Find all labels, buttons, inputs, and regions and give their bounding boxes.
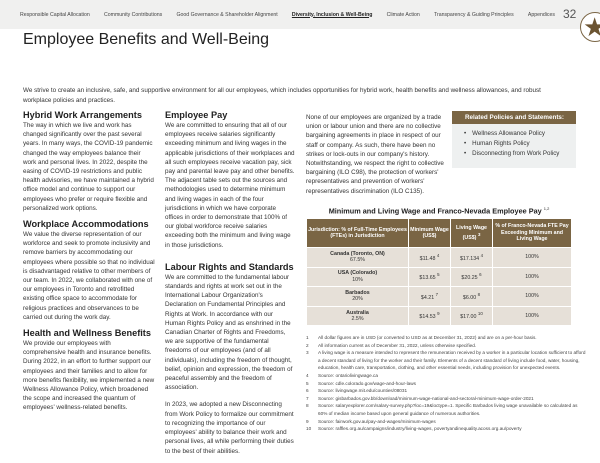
- minimum-wage-cell: $13.65 5: [408, 266, 451, 288]
- nav-item[interactable]: Climate Action: [386, 11, 420, 18]
- footnote: 1 All dollar figures are in USD (or conve…: [306, 335, 537, 340]
- exceed-cell: 100%: [492, 305, 572, 327]
- related-policies-box: Related Policies and Statements: Wellnes…: [452, 111, 576, 168]
- table-title-text: Minimum and Living Wage and Franco-Nevad…: [328, 206, 542, 216]
- footnote: 8 Source: salaryexplorer.com/salary-surve…: [306, 403, 578, 416]
- exceed-cell: 100%: [492, 247, 572, 268]
- footnote: 7 Source: gisbarbados.gov.bb/download/min…: [306, 395, 534, 401]
- minimum-wage-cell: $11.48 4: [408, 247, 451, 268]
- page-number: 32: [563, 7, 577, 21]
- related-policy-link[interactable]: Wellness Allowance Policy: [464, 129, 576, 139]
- column-header: Living Wage (US$) 3: [450, 218, 493, 248]
- footnote: 10 Source: raffles.org.au/campaigns/indus…: [306, 426, 522, 432]
- minimum-wage-cell: $4.21 7: [408, 286, 451, 307]
- table-row: Australia 2.5% $14.53 9 $17.00 10 100%: [306, 305, 572, 327]
- section-heading: Workplace Accommodations: [23, 219, 149, 230]
- table-title: Minimum and Living Wage and Franco-Nevad…: [306, 206, 572, 215]
- section-heading: Labour Rights and Standards: [165, 261, 294, 272]
- section-body: We are committed to the fundamental labo…: [165, 273, 293, 392]
- nav-item[interactable]: Good Governance & Shareholder Alignment: [176, 11, 278, 18]
- jurisdiction-cell: Barbados 20%: [306, 286, 409, 307]
- jurisdiction-cell: USA (Colorado) 10%: [306, 266, 409, 288]
- footnote: 2 All information current as of December …: [306, 342, 477, 348]
- column-2: Employee Pay We are committed to ensuring…: [165, 110, 295, 462]
- living-wage-cell: $17.134 4: [450, 247, 493, 268]
- related-policy-link[interactable]: Human Rights Policy: [464, 139, 576, 149]
- footnote: 5 Source: cdle.colorado.gov/wage-and-hour…: [306, 380, 416, 386]
- footnote-ref: 1,2: [543, 206, 550, 211]
- section-heading: Hybrid Work Arrangements: [23, 110, 142, 120]
- column-header: % of Franco-Nevada FTE Pay Exceeding Min…: [492, 218, 572, 248]
- living-wage-cell: $6.00 8: [450, 286, 493, 307]
- section-body: We provide our employees with comprehens…: [23, 340, 155, 412]
- exceed-cell: 100%: [492, 286, 572, 307]
- exceed-cell: 100%: [492, 266, 572, 288]
- section-body: In 2023, we adopted a new Disconnecting …: [165, 401, 294, 455]
- jurisdiction-cell: Australia 2.5%: [306, 305, 409, 327]
- nav-item[interactable]: Appendices: [527, 11, 555, 18]
- section-body: The way in which we live and work has ch…: [23, 122, 154, 212]
- top-nav-background: [0, 0, 600, 29]
- jurisdiction-cell: Canada (Toronto, ON) 67.5%: [306, 247, 409, 268]
- nav-item[interactable]: Community Contributions: [104, 11, 163, 18]
- table-row: Canada (Toronto, ON) 67.5% $11.48 4 $17.1…: [306, 247, 572, 268]
- living-wage-cell: $20.25 6: [450, 266, 493, 288]
- table-row: Barbados 20% $4.21 7 $6.00 8 100%: [306, 286, 572, 307]
- minimum-wage-cell: $14.53 9: [408, 305, 451, 327]
- table-header-row: Jurisdiction: % of Full-Time Employees (…: [306, 218, 572, 248]
- section-heading: Health and Wellness Benefits: [23, 328, 151, 339]
- footnote: 4 Source: ontariolivingwage.ca: [306, 372, 378, 378]
- related-policies-heading: Related Policies and Statements:: [452, 111, 576, 124]
- nav-item[interactable]: Transparency & Guiding Principles: [433, 11, 514, 18]
- section-heading: Employee Pay: [165, 110, 228, 120]
- nav-item-active[interactable]: Diversity, Inclusion & Well-Being: [291, 11, 373, 18]
- living-wage-cell: $17.00 10: [450, 305, 493, 327]
- footnote: 9 Source: fairwork.gov.au/pay-and-wages/m…: [306, 418, 436, 424]
- nav-item[interactable]: Responsible Capital Allocation: [20, 11, 90, 18]
- footnotes: 1 All dollar figures are in USD (or conve…: [306, 334, 586, 433]
- page-title: Employee Benefits and Well-Being: [23, 31, 270, 48]
- related-policy-link[interactable]: Disconnecting from Work Policy: [464, 149, 576, 159]
- column-1: Hybrid Work Arrangements The way in which…: [23, 110, 155, 419]
- table-row: USA (Colorado) 10% $13.65 5 $20.25 6 100%: [306, 266, 572, 288]
- column-header: Minimum Wage (US$): [408, 218, 451, 248]
- section-body: We value the diverse representation of o…: [23, 231, 155, 321]
- section-body: None of our employees are organized by a…: [306, 114, 444, 195]
- star-logo-icon: ★: [580, 12, 600, 42]
- section-body: We are committed to ensuring that all of…: [165, 122, 295, 249]
- column-3: None of our employees are organized by a…: [306, 113, 444, 202]
- column-header: Jurisdiction: % of Full-Time Employees (…: [306, 218, 409, 248]
- intro-text: We strive to create an inclusive, safe, …: [23, 87, 541, 104]
- wage-table: Jurisdiction: % of Full-Time Employees (…: [306, 218, 572, 327]
- footnote: 6 Source: livingwage.mit.edu/counties/080…: [306, 388, 408, 394]
- top-nav: Responsible Capital Allocation Community…: [20, 0, 555, 29]
